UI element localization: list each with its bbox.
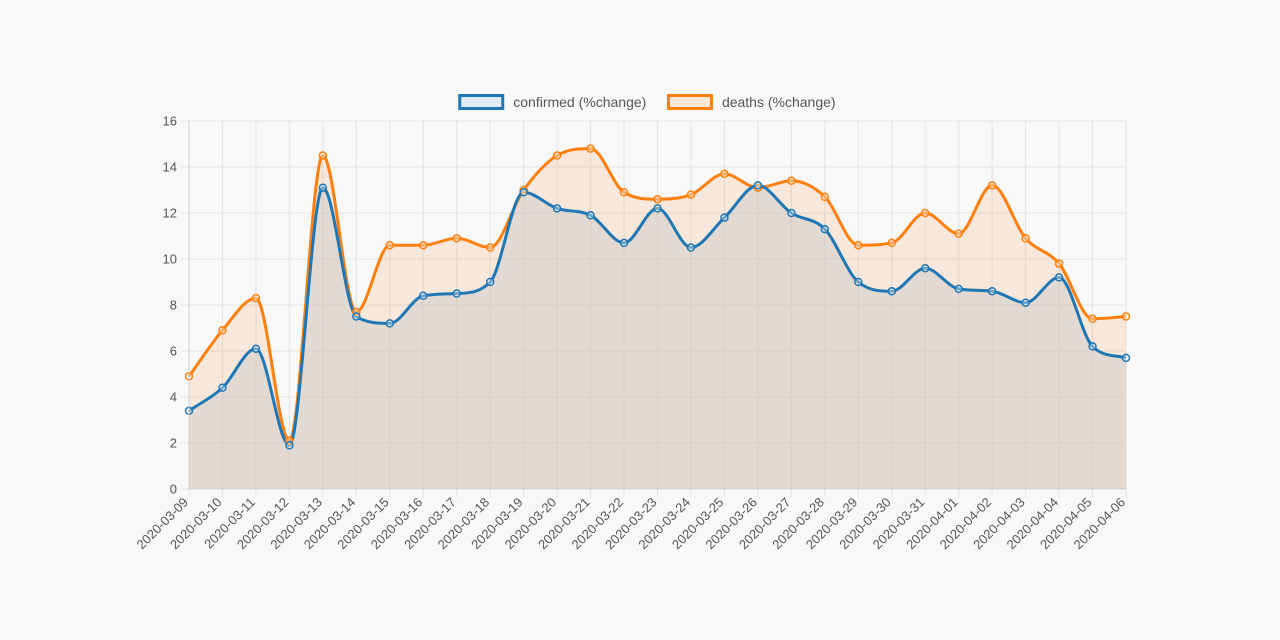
deaths-point[interactable] (787, 176, 796, 186)
y-tick-label: 10 (163, 252, 177, 267)
deaths-point[interactable] (485, 243, 495, 252)
deaths-point[interactable] (987, 181, 997, 190)
deaths-point[interactable] (1088, 314, 1097, 324)
deaths-point[interactable] (586, 144, 595, 153)
confirmed-point[interactable] (787, 208, 796, 218)
confirmed-point[interactable] (485, 277, 495, 287)
deaths-point[interactable] (218, 326, 227, 335)
confirmed-point[interactable] (954, 284, 963, 294)
confirmed-point[interactable] (1054, 273, 1064, 282)
confirmed-point[interactable] (854, 277, 863, 287)
confirmed-point[interactable] (653, 204, 662, 213)
confirmed-point[interactable] (920, 263, 930, 273)
deaths-point[interactable] (619, 188, 629, 197)
deaths-point[interactable] (1021, 234, 1030, 243)
deaths-area (189, 148, 1126, 489)
confirmed-point[interactable] (1088, 342, 1097, 351)
deaths-point[interactable] (452, 234, 461, 243)
legend-item-deaths[interactable]: deaths (%change) (666, 94, 836, 110)
confirmed-point[interactable] (686, 243, 696, 252)
deaths-point[interactable] (887, 238, 896, 248)
confirmed-point[interactable] (552, 204, 562, 213)
deaths-point[interactable] (686, 190, 696, 199)
y-tick-label: 2 (170, 436, 177, 451)
confirmed-point[interactable] (887, 286, 896, 296)
data-points (184, 144, 1131, 450)
deaths-point[interactable] (552, 151, 562, 160)
confirmed-point[interactable] (1121, 353, 1131, 363)
y-tick-label: 12 (163, 206, 177, 221)
confirmed-point[interactable] (987, 286, 997, 296)
y-tick-label: 14 (163, 160, 177, 175)
deaths-point[interactable] (920, 208, 930, 218)
confirmed-point[interactable] (419, 291, 428, 301)
deaths-point[interactable] (419, 240, 428, 250)
confirmed-point[interactable] (251, 344, 261, 353)
deaths-line (187, 147, 1127, 443)
confirmed-point[interactable] (452, 289, 461, 298)
deaths-point[interactable] (954, 229, 963, 238)
confirmed-point[interactable] (720, 213, 729, 222)
confirmed-point[interactable] (285, 441, 294, 450)
confirmed-point[interactable] (586, 211, 595, 220)
y-tick-label: 4 (170, 390, 177, 405)
confirmed-point[interactable] (753, 181, 763, 190)
series-areas (189, 148, 1126, 489)
legend-label-deaths: deaths (%change) (722, 94, 836, 110)
confirmed-point[interactable] (352, 312, 361, 321)
deaths-point[interactable] (251, 293, 261, 303)
legend-label-confirmed: confirmed (%change) (513, 94, 646, 110)
deaths-point[interactable] (318, 151, 328, 160)
y-tick-label: 8 (170, 298, 177, 313)
confirmed-point[interactable] (820, 224, 830, 234)
legend-item-confirmed[interactable]: confirmed (%change) (458, 94, 647, 110)
deaths-point[interactable] (385, 240, 395, 250)
confirmed-point[interactable] (318, 183, 328, 192)
legend-swatch-deaths (666, 94, 713, 110)
grid (181, 120, 1127, 497)
legend-swatch-confirmed (458, 94, 505, 110)
deaths-point[interactable] (820, 192, 830, 202)
y-tick-label: 0 (170, 482, 177, 497)
confirmed-point[interactable] (1021, 298, 1030, 307)
y-tick-label: 16 (163, 114, 177, 129)
confirmed-line (188, 183, 1127, 447)
deaths-point[interactable] (1054, 259, 1064, 268)
confirmed-point[interactable] (385, 319, 395, 328)
series-lines (187, 147, 1127, 447)
deaths-point[interactable] (653, 194, 662, 204)
deaths-point[interactable] (854, 240, 863, 250)
confirmed-point[interactable] (519, 188, 528, 197)
confirmed-point[interactable] (619, 238, 629, 248)
legend[interactable]: confirmed (%change) deaths (%change) (458, 94, 836, 110)
confirmed-point[interactable] (218, 383, 227, 393)
y-tick-label: 6 (170, 344, 177, 359)
deaths-point[interactable] (1121, 312, 1131, 321)
confirmed-area (189, 185, 1126, 489)
deaths-point[interactable] (720, 169, 729, 179)
